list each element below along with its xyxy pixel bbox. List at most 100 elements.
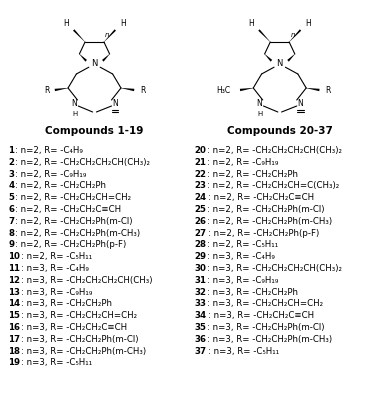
Polygon shape [240,88,253,91]
Text: : n=2, R= -CH₂CH₂Ph(m-Cl): : n=2, R= -CH₂CH₂Ph(m-Cl) [207,205,325,214]
Text: n: n [105,32,110,38]
Text: : n=3, R= -CH₂CH₂Ph: : n=3, R= -CH₂CH₂Ph [208,288,298,297]
Text: 18: 18 [8,346,20,356]
Text: Compounds 20-37: Compounds 20-37 [227,126,333,136]
Text: 24: 24 [195,193,207,202]
Text: 13: 13 [8,288,20,297]
Text: R: R [44,86,49,94]
Text: 28: 28 [195,240,207,250]
Text: 33: 33 [195,299,207,308]
Text: 25: 25 [195,205,206,214]
Polygon shape [55,88,68,91]
Polygon shape [104,29,116,42]
Text: 12: 12 [8,276,20,285]
Text: N: N [71,100,77,108]
Text: 29: 29 [195,252,207,261]
Polygon shape [306,88,319,91]
Text: : n=2, R= -CH₂CH₂Ph: : n=2, R= -CH₂CH₂Ph [15,182,106,190]
Text: : n=3, R= -CH₂CH₂CH=CH₂: : n=3, R= -CH₂CH₂CH=CH₂ [208,299,324,308]
Text: : n=3, R= -CH₂CH₂Ph(m-Cl): : n=3, R= -CH₂CH₂Ph(m-Cl) [21,335,139,344]
Text: : n=2, R= -CH₂CH₂C≡CH: : n=2, R= -CH₂CH₂C≡CH [208,193,314,202]
Text: n: n [290,32,295,38]
Polygon shape [289,29,301,42]
Text: : n=3, R= -C₄H₉: : n=3, R= -C₄H₉ [21,264,89,273]
Text: 10: 10 [8,252,20,261]
Text: : n=2, R= -C₅H₁₁: : n=2, R= -C₅H₁₁ [21,252,92,261]
Text: : n=2, R= -CH₂CH₂Ph(m-Cl): : n=2, R= -CH₂CH₂Ph(m-Cl) [15,217,133,226]
Text: 32: 32 [195,288,207,297]
Text: : n=2, R= -CH₂CH₂Ph(p-F): : n=2, R= -CH₂CH₂Ph(p-F) [208,228,319,238]
Text: H: H [72,111,77,117]
Text: 6: 6 [8,205,14,214]
Text: 21: 21 [195,158,207,167]
Text: : n=2, R= -C₄H₉: : n=2, R= -C₄H₉ [15,146,83,155]
Text: 1: 1 [8,146,14,155]
Text: 17: 17 [8,335,20,344]
Text: 37: 37 [195,346,207,356]
Polygon shape [265,54,272,62]
Polygon shape [102,54,110,62]
Text: 27: 27 [195,228,207,238]
Text: : n=3, R= -CH₂CH₂Ph(m-Cl): : n=3, R= -CH₂CH₂Ph(m-Cl) [207,323,325,332]
Text: 11: 11 [8,264,20,273]
Text: N: N [297,100,304,108]
Text: 2: 2 [8,158,14,167]
Polygon shape [121,88,134,91]
Text: : n=3, R= -CH₂CH₂C≡CH: : n=3, R= -CH₂CH₂C≡CH [208,311,314,320]
Text: 20: 20 [195,146,206,155]
Text: : n=2, R= -CH₂CH₂C≡CH: : n=2, R= -CH₂CH₂C≡CH [15,205,121,214]
Text: 7: 7 [8,217,14,226]
Text: : n=3, R= -CH₂CH₂C≡CH: : n=3, R= -CH₂CH₂C≡CH [21,323,127,332]
Text: : n=2, R= -CH₂CH₂CH₂CH(CH₃)₂: : n=2, R= -CH₂CH₂CH₂CH(CH₃)₂ [207,146,342,155]
Text: 4: 4 [8,182,14,190]
Text: 16: 16 [8,323,20,332]
Text: : n=3, R= -C₉H₁₉: : n=3, R= -C₉H₁₉ [208,276,279,285]
Text: : n=2, R= -CH₂CH₂CH=C(CH₃)₂: : n=2, R= -CH₂CH₂CH=C(CH₃)₂ [208,182,340,190]
Text: H: H [257,111,263,117]
Text: N: N [277,60,283,68]
Text: 35: 35 [195,323,206,332]
Text: : n=2, R= -CH₂CH₂CH=CH₂: : n=2, R= -CH₂CH₂CH=CH₂ [15,193,131,202]
Text: R: R [140,86,145,94]
Text: : n=3, R= -CH₂CH₂CH=CH₂: : n=3, R= -CH₂CH₂CH=CH₂ [21,311,137,320]
Text: N: N [112,100,118,108]
Text: H₃C: H₃C [217,86,231,94]
Text: : n=2, R= -CH₂CH₂Ph(m-CH₃): : n=2, R= -CH₂CH₂Ph(m-CH₃) [15,228,140,238]
Text: Compounds 1-19: Compounds 1-19 [45,126,144,136]
Text: 36: 36 [195,335,207,344]
Polygon shape [287,54,295,62]
Text: 9: 9 [8,240,14,250]
Text: : n=2, R= -C₅H₁₁: : n=2, R= -C₅H₁₁ [208,240,279,250]
Text: 26: 26 [195,217,207,226]
Text: : n=2, R= -CH₂CH₂Ph: : n=2, R= -CH₂CH₂Ph [208,170,298,178]
Text: : n=2, R= -CH₂CH₂Ph(p-F): : n=2, R= -CH₂CH₂Ph(p-F) [15,240,126,250]
Text: H: H [120,19,125,28]
Text: H: H [64,19,69,28]
Text: : n=2, R= -CH₂CH₂Ph(m-CH₃): : n=2, R= -CH₂CH₂Ph(m-CH₃) [208,217,333,226]
Text: 15: 15 [8,311,20,320]
Text: 23: 23 [195,182,207,190]
Text: 31: 31 [195,276,207,285]
Polygon shape [79,54,87,62]
Text: 5: 5 [8,193,14,202]
Text: : n=3, R= -C₉H₁₉: : n=3, R= -C₉H₁₉ [21,288,93,297]
Text: 22: 22 [195,170,207,178]
Polygon shape [73,29,85,42]
Text: : n=3, R= -CH₂CH₂CH₂CH(CH₃)₂: : n=3, R= -CH₂CH₂CH₂CH(CH₃)₂ [207,264,342,273]
Text: N: N [91,60,98,68]
Text: : n=2, R= -C₉H₁₉: : n=2, R= -C₉H₁₉ [15,170,87,178]
Text: : n=3, R= -CH₂CH₂Ph(m-CH₃): : n=3, R= -CH₂CH₂Ph(m-CH₃) [21,346,146,356]
Text: R: R [325,86,330,94]
Text: : n=2, R= -CH₂CH₂CH₂CH(CH₃)₂: : n=2, R= -CH₂CH₂CH₂CH(CH₃)₂ [15,158,150,167]
Text: 8: 8 [8,228,14,238]
Text: N: N [256,100,262,108]
Text: H: H [249,19,254,28]
Text: H: H [305,19,311,28]
Text: : n=3, R= -CH₂CH₂CH₂CH(CH₃): : n=3, R= -CH₂CH₂CH₂CH(CH₃) [21,276,153,285]
Text: : n=3, R= -C₅H₁₁: : n=3, R= -C₅H₁₁ [21,358,92,367]
Text: 19: 19 [8,358,20,367]
Polygon shape [258,29,270,42]
Text: : n=3, R= -C₄H₉: : n=3, R= -C₄H₉ [208,252,275,261]
Text: 34: 34 [195,311,207,320]
Text: 3: 3 [8,170,14,178]
